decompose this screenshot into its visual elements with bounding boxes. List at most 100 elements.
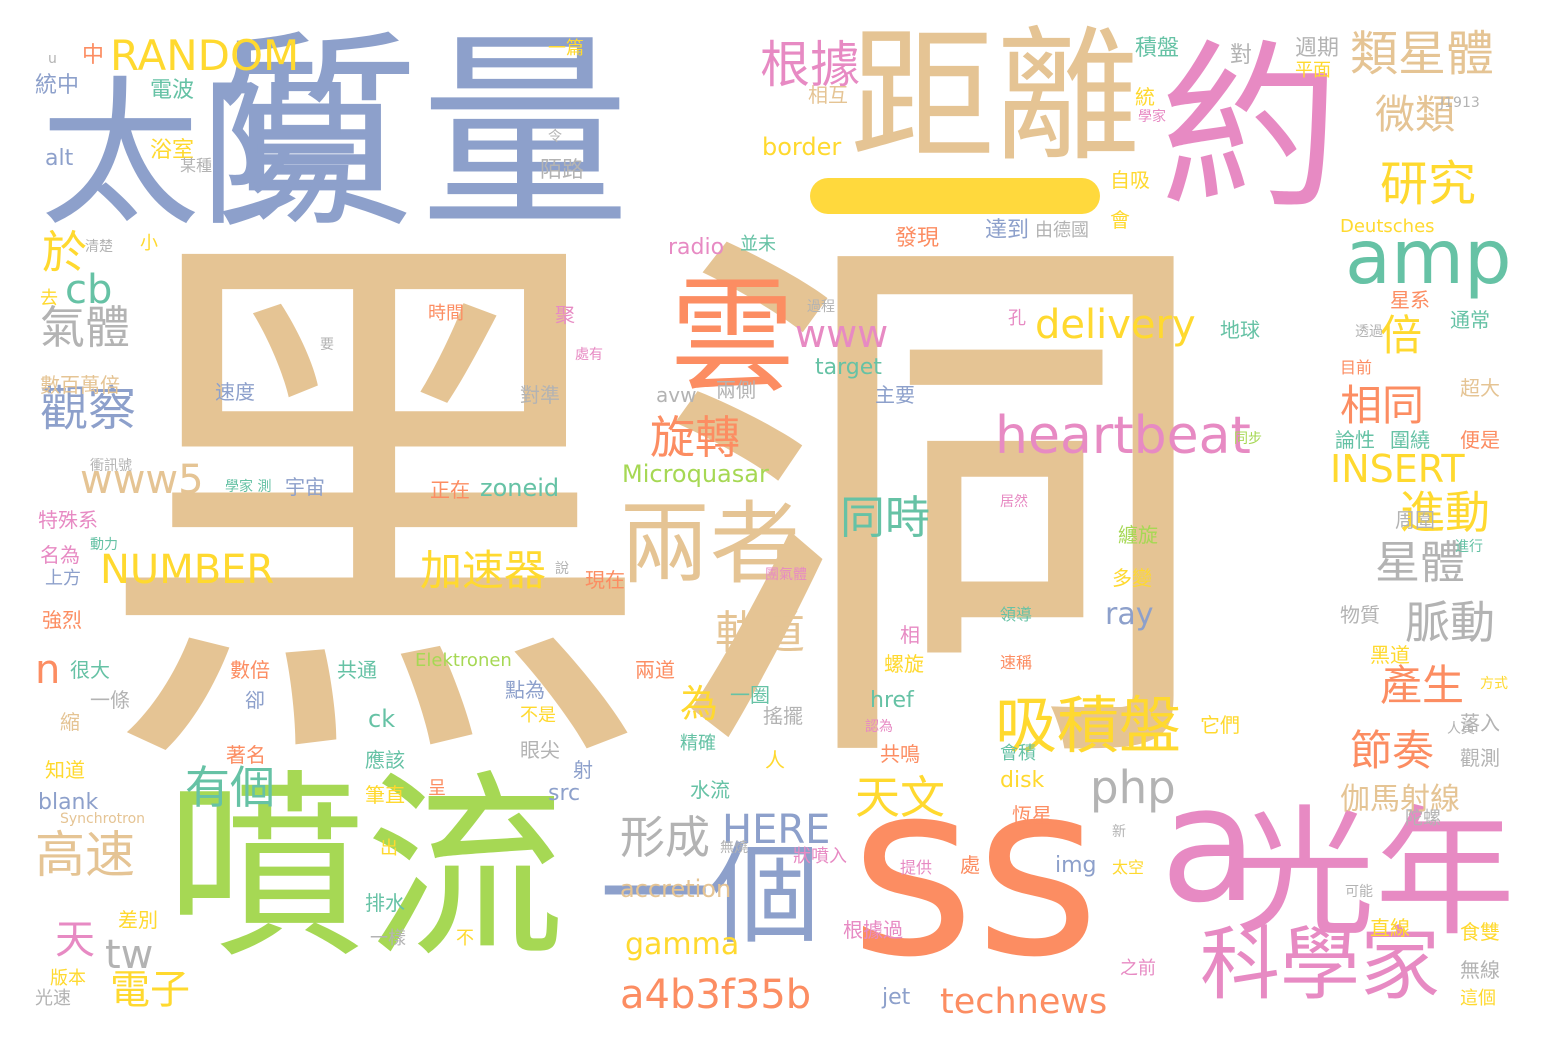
word: 一樣 <box>370 928 406 949</box>
word: 這個 <box>1460 988 1496 1009</box>
word: 排水 <box>365 891 405 915</box>
word: 兩側 <box>716 378 756 402</box>
word: technews <box>940 982 1108 1022</box>
word: 無線 <box>1460 958 1500 982</box>
word: accretion <box>620 875 732 903</box>
word: 電波 <box>150 78 195 103</box>
word: 應該 <box>365 748 405 772</box>
word: 新 <box>1112 824 1126 840</box>
word: 著名 <box>226 743 266 767</box>
word: 學家 <box>1138 109 1166 125</box>
word: 論性 <box>1335 428 1375 452</box>
word: www5 <box>80 457 204 503</box>
word: 很大 <box>70 658 110 682</box>
word: 圍繞 <box>1390 428 1430 452</box>
word: 自吸 <box>1110 168 1150 192</box>
word: 衝訊號 <box>90 458 132 474</box>
word: 卻 <box>245 688 265 712</box>
word: 目前 <box>1340 358 1373 377</box>
word: 陌路 <box>540 158 585 183</box>
word: 達到 <box>985 218 1030 243</box>
word: 處有 <box>575 347 603 363</box>
word: target <box>815 355 882 380</box>
word: 發現 <box>895 226 940 251</box>
word: 星體 <box>1375 536 1466 589</box>
word: 科學家 <box>1200 918 1440 1011</box>
word: 人員 <box>1447 721 1475 737</box>
word: Synchrotron <box>60 811 146 827</box>
word: 噴流 <box>165 753 566 986</box>
word: 速度 <box>215 380 255 404</box>
word: 加速器 <box>420 546 547 595</box>
word: 吸積盤 <box>995 689 1182 762</box>
word: 不 <box>456 928 474 949</box>
word: 週期 <box>1295 36 1340 61</box>
word: 相 <box>900 623 920 647</box>
word: 氣體 <box>40 301 131 354</box>
word: 對 <box>1230 43 1253 68</box>
word: n <box>35 647 61 693</box>
word: 超大 <box>1460 376 1500 400</box>
word: 恆星 <box>1012 803 1052 827</box>
word: tw <box>105 932 154 978</box>
word: disk <box>1000 768 1045 793</box>
word: 學家 測 <box>225 479 272 495</box>
word: 太陽 <box>40 61 361 248</box>
word: 高速 <box>35 826 135 884</box>
word: 質量 <box>210 12 631 257</box>
word: 清楚 <box>85 239 113 255</box>
word: 會積 <box>1000 743 1036 764</box>
word: 會 <box>1110 208 1130 232</box>
word: php <box>1090 761 1176 814</box>
word: 強烈 <box>42 608 82 632</box>
word: 形成 <box>620 811 711 864</box>
word: 過程 <box>807 299 835 315</box>
word: 落入 <box>1460 711 1500 735</box>
word: 通常 <box>1450 308 1490 332</box>
word: 統 <box>1135 85 1155 109</box>
word: 特殊系 <box>38 508 98 532</box>
word: 團氣體 <box>765 567 807 583</box>
word: heartbeat <box>995 406 1251 466</box>
word: 產生 <box>1380 661 1465 710</box>
word: img <box>1055 853 1097 878</box>
word: 雲 <box>670 265 795 410</box>
word: 差別 <box>118 908 158 932</box>
word: 多變 <box>1112 566 1152 590</box>
word: 宇宙 <box>285 475 325 499</box>
word: cb <box>65 267 113 313</box>
word: href <box>870 688 914 713</box>
word: 主要 <box>875 383 915 407</box>
word: 對準 <box>520 383 560 407</box>
word: 令 <box>548 129 562 145</box>
word: 出 <box>380 838 398 859</box>
word: 物質 <box>1340 603 1380 627</box>
word: 版本 <box>50 968 86 989</box>
word: 透過 <box>1355 324 1383 340</box>
word: 領導 <box>1000 605 1033 624</box>
word: gamma <box>625 927 740 962</box>
word: 無燒 <box>720 840 748 856</box>
word: 縮 <box>60 710 80 734</box>
word: www <box>795 312 889 356</box>
word: 天文 <box>855 771 946 824</box>
word: 於 <box>42 226 88 279</box>
word: 共鳴 <box>880 742 920 766</box>
word: NUMBER <box>100 547 275 593</box>
word: RANDOM <box>110 31 300 80</box>
word: avw <box>656 383 697 407</box>
word: 呈 <box>428 778 446 799</box>
word: HERE <box>722 807 831 853</box>
word: amp <box>1345 213 1512 301</box>
word: 微類 <box>1375 92 1455 138</box>
word: 伽馬射線 <box>1340 782 1460 817</box>
word: 根據 <box>760 36 860 94</box>
word: 可能 <box>1345 884 1373 900</box>
word: 狀噴入 <box>793 846 847 867</box>
word: 方式 <box>1480 676 1508 692</box>
word: 某種 <box>180 156 213 175</box>
word: 類星體 <box>1350 26 1495 82</box>
word: 脈動 <box>1405 596 1496 649</box>
word: radio <box>668 235 725 260</box>
word: 一條 <box>90 688 130 712</box>
